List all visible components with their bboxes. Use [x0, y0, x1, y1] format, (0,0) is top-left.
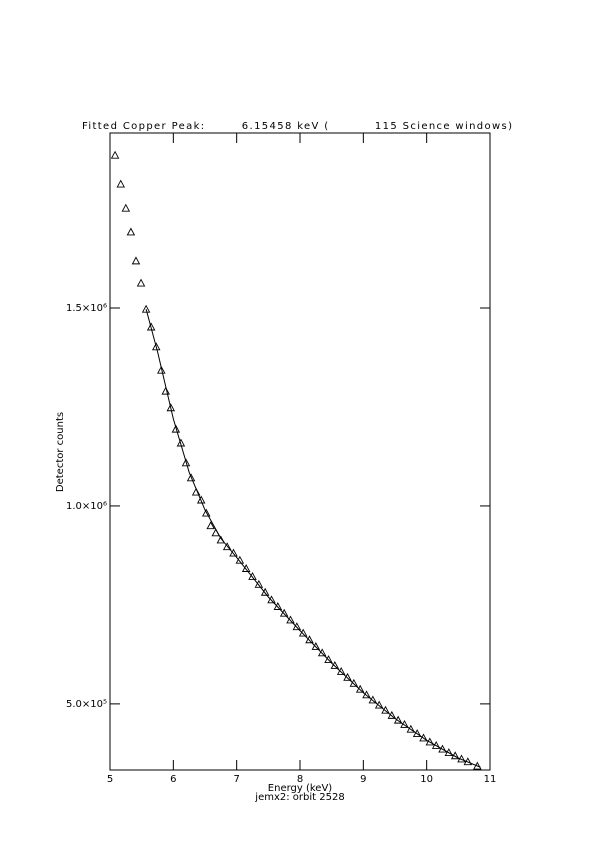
data-point	[241, 564, 251, 572]
data-point	[406, 724, 416, 733]
fit-line	[145, 309, 481, 768]
data-point	[222, 542, 232, 551]
data-point	[171, 424, 181, 433]
subtitle: jemx2: orbit 2528	[254, 792, 344, 803]
data-point	[202, 508, 211, 517]
data-point	[336, 666, 346, 675]
data-point	[131, 256, 141, 265]
data-point	[196, 495, 206, 504]
x-tick-label: 7	[233, 774, 239, 785]
data-point	[116, 179, 126, 188]
data-point	[151, 342, 161, 351]
y-tick-label: 1.5×10⁶	[66, 303, 107, 314]
data-point	[355, 684, 365, 693]
data-point	[229, 548, 238, 557]
data-point	[267, 595, 276, 604]
data-point	[136, 278, 146, 287]
chart-title: Fitted Copper Peak: 6.15458 keV ( 115 Sc…	[82, 121, 512, 132]
x-axis-label: Energy (keV)	[268, 783, 333, 794]
data-point	[419, 733, 428, 742]
x-tick-label: 8	[297, 774, 303, 785]
data-point	[126, 227, 136, 236]
data-point	[273, 602, 283, 610]
data-point	[311, 642, 321, 650]
x-tick-label: 11	[484, 774, 497, 785]
data-point	[110, 150, 120, 159]
data-point	[161, 386, 170, 395]
data-point	[206, 521, 215, 530]
data-point	[305, 635, 314, 644]
x-tick-label: 9	[360, 774, 366, 785]
data-point	[146, 322, 156, 331]
data-point	[292, 622, 302, 631]
data-point	[286, 615, 295, 624]
data-point	[324, 655, 333, 663]
y-axis-label: Detector counts	[55, 412, 66, 492]
data-point	[166, 403, 176, 412]
data-point	[186, 473, 196, 482]
data-point	[349, 678, 359, 687]
data-point	[248, 571, 257, 580]
x-tick-label: 10	[420, 774, 433, 785]
data-point	[157, 365, 166, 374]
data-point	[121, 203, 131, 212]
data-point	[141, 304, 151, 313]
data-point	[330, 661, 340, 669]
data-point	[260, 587, 270, 596]
data-point	[473, 761, 482, 770]
data-point	[343, 672, 352, 681]
x-tick-label: 6	[170, 774, 176, 785]
x-tick-label: 5	[107, 774, 113, 785]
data-point	[412, 729, 422, 738]
y-tick-label: 1.0×10⁶	[66, 501, 107, 512]
data-point	[181, 458, 191, 467]
data-point	[254, 579, 264, 588]
data-point	[279, 608, 289, 617]
y-tick-label: 5.0×10⁵	[66, 699, 107, 710]
data-point	[317, 648, 327, 657]
